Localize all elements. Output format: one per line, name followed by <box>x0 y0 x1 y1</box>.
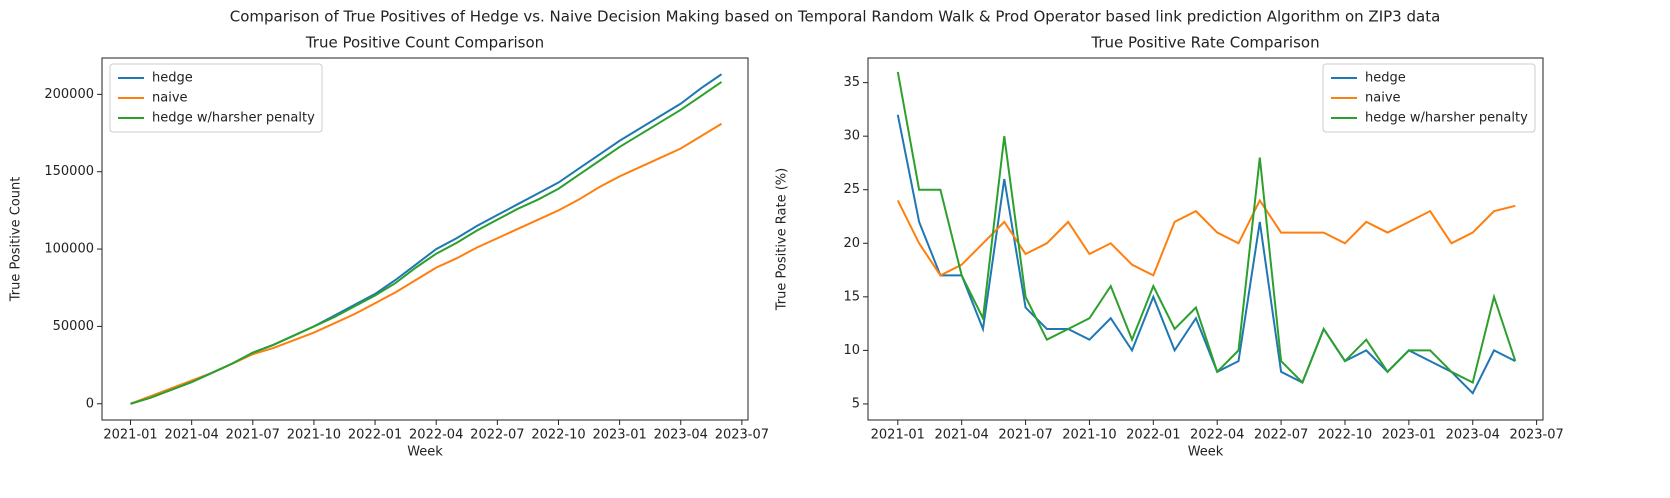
y-tick-label: 50000 <box>53 319 94 334</box>
x-tick-label: 2022-01 <box>1126 428 1180 443</box>
x-tick-label: 2021-01 <box>103 428 157 443</box>
legend-box <box>1322 63 1536 133</box>
figure-title: Comparison of True Positives of Hedge vs… <box>230 8 1441 26</box>
y-tick-label: 20 <box>843 236 860 251</box>
legend-label: naive <box>1365 91 1401 106</box>
x-tick-label: 2021-07 <box>998 428 1052 443</box>
legend-box <box>109 63 323 133</box>
x-tick-label: 2021-10 <box>287 428 341 443</box>
x-tick-label: 2022-10 <box>531 428 585 443</box>
x-tick-label: 2021-07 <box>226 428 280 443</box>
x-tick-label: 2021-01 <box>871 428 925 443</box>
x-tick-label: 2023-01 <box>592 428 646 443</box>
line-series <box>896 71 1517 385</box>
y-tick-label: 100000 <box>44 242 94 257</box>
legend-label: hedge w/harsher penalty <box>152 111 315 126</box>
x-tick-label: 2021-04 <box>935 428 989 443</box>
x-tick-label: 2021-10 <box>1062 428 1116 443</box>
y-tick-label: 25 <box>843 182 860 197</box>
y-axis-label: True Positive Rate (%) <box>775 168 790 311</box>
x-tick-label: 2021-04 <box>165 428 219 443</box>
y-tick-label: 200000 <box>44 87 94 102</box>
x-tick-label: 2023-04 <box>1446 428 1500 443</box>
x-tick-label: 2022-04 <box>1190 428 1244 443</box>
legend-label: naive <box>152 91 188 106</box>
x-tick-label: 2023-07 <box>1509 428 1563 443</box>
x-tick-label: 2022-07 <box>1254 428 1308 443</box>
axes-frame <box>867 57 1544 421</box>
line-series <box>130 81 723 405</box>
y-tick-label: 15 <box>843 289 860 304</box>
y-axis-label: True Positive Count <box>9 177 24 303</box>
line-series <box>896 114 1516 395</box>
axes-title: True Positive Rate Comparison <box>1090 34 1319 52</box>
line-series <box>896 198 1516 277</box>
legend-label: hedge <box>1365 71 1406 86</box>
y-tick-label: 35 <box>843 75 860 90</box>
x-tick-label: 2023-04 <box>654 428 708 443</box>
x-tick-label: 2022-01 <box>348 428 402 443</box>
y-tick-label: 10 <box>843 343 860 358</box>
line-series <box>130 122 723 405</box>
y-tick-label: 0 <box>86 396 94 411</box>
x-tick-label: 2023-01 <box>1382 428 1436 443</box>
x-axis-label: Week <box>407 445 443 460</box>
y-tick-label: 5 <box>852 396 860 411</box>
axes-title: True Positive Count Comparison <box>305 34 544 52</box>
x-tick-label: 2022-10 <box>1318 428 1372 443</box>
y-tick-label: 150000 <box>44 164 94 179</box>
x-tick-label: 2022-04 <box>409 428 463 443</box>
legend-label: hedge <box>152 71 193 86</box>
axes-frame <box>101 57 749 421</box>
x-tick-label: 2022-07 <box>470 428 524 443</box>
y-tick-label: 30 <box>843 129 860 144</box>
legend-label: hedge w/harsher penalty <box>1365 111 1528 126</box>
x-tick-label: 2023-07 <box>715 428 769 443</box>
x-axis-label: Week <box>1188 445 1224 460</box>
